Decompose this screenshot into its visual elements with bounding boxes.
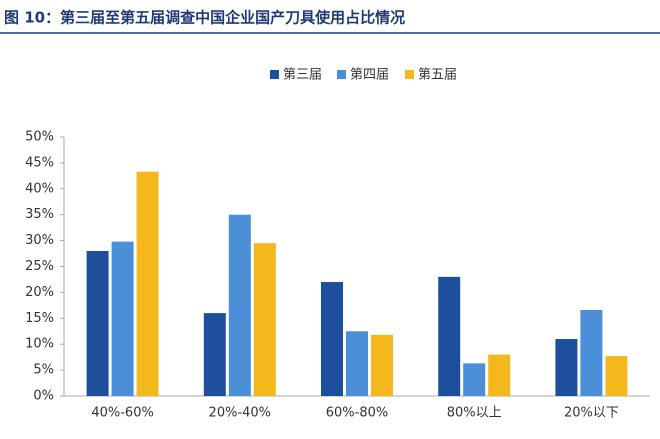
y-tick-label: 25%: [25, 259, 54, 274]
x-tick-label: 40%-60%: [91, 406, 153, 421]
bar: [136, 171, 159, 396]
bar: [253, 243, 276, 396]
legend-swatch: [270, 70, 279, 79]
bar: [321, 282, 343, 396]
y-tick-label: 20%: [25, 285, 54, 300]
y-tick-label: 50%: [25, 130, 54, 145]
y-tick-label: 15%: [25, 311, 54, 326]
bar: [463, 363, 486, 396]
y-tick-label: 40%: [25, 181, 54, 196]
legend-label: 第五届: [418, 68, 457, 83]
legend-swatch: [337, 70, 346, 79]
bar: [605, 356, 628, 396]
x-tick-label: 60%-80%: [326, 406, 388, 421]
legend-swatch: [405, 70, 414, 79]
y-tick-label: 30%: [25, 233, 54, 248]
bar: [203, 313, 226, 396]
bar: [86, 250, 109, 396]
chart-title: 图 10：第三届至第五届调查中国企业国产刀具使用占比情况: [4, 9, 405, 27]
y-tick-label: 35%: [25, 207, 54, 222]
bar: [438, 276, 461, 396]
y-tick-label: 5%: [33, 363, 54, 378]
y-tick-label: 10%: [25, 337, 54, 352]
bar: [346, 331, 368, 396]
bar: [580, 310, 603, 396]
legend-label: 第四届: [350, 68, 389, 83]
x-tick-label: 20%以下: [564, 406, 619, 421]
y-tick-label: 45%: [25, 155, 54, 170]
x-tick-label: 80%以上: [447, 406, 502, 421]
bar: [371, 334, 393, 396]
legend-label: 第三届: [283, 68, 322, 83]
y-tick-label: 0%: [33, 389, 54, 404]
bar: [555, 339, 578, 396]
x-tick-label: 20%-40%: [209, 406, 271, 421]
bar: [228, 214, 251, 396]
bar: [488, 354, 511, 396]
bar: [111, 241, 134, 396]
